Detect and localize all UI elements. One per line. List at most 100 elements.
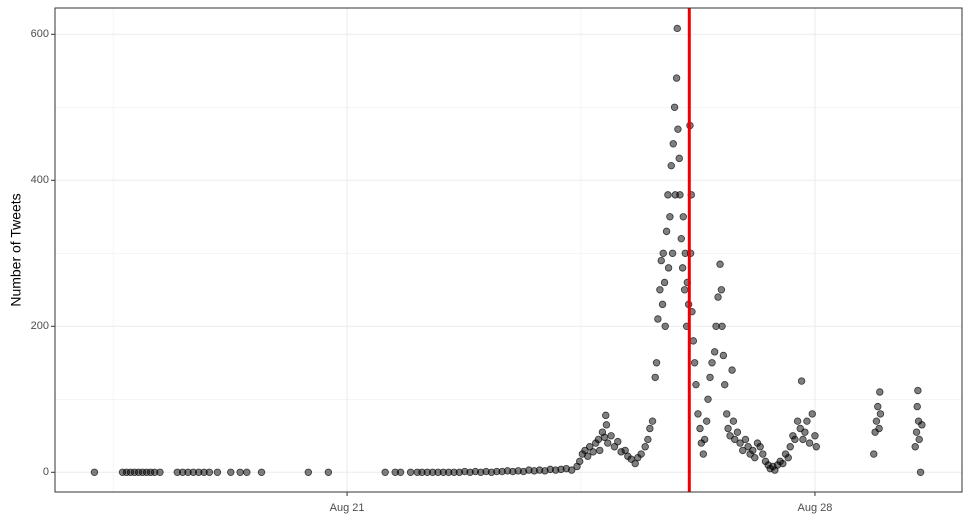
point bbox=[872, 417, 881, 425]
point bbox=[656, 286, 664, 294]
point bbox=[812, 443, 820, 451]
point bbox=[673, 24, 681, 33]
point bbox=[396, 468, 405, 476]
point bbox=[680, 286, 689, 294]
point bbox=[596, 446, 604, 455]
point bbox=[678, 264, 687, 272]
point bbox=[714, 293, 722, 301]
point bbox=[749, 446, 757, 455]
point bbox=[666, 213, 674, 221]
point bbox=[721, 380, 729, 389]
point bbox=[669, 140, 677, 148]
point bbox=[797, 377, 806, 385]
point bbox=[741, 435, 750, 444]
point bbox=[793, 417, 802, 425]
point bbox=[779, 459, 787, 468]
point bbox=[676, 191, 684, 199]
point bbox=[205, 468, 214, 476]
point bbox=[699, 450, 708, 458]
point bbox=[602, 411, 610, 420]
point bbox=[728, 366, 736, 374]
point bbox=[719, 351, 728, 360]
point bbox=[811, 432, 819, 440]
point bbox=[876, 410, 885, 418]
point bbox=[912, 428, 921, 436]
point bbox=[304, 468, 313, 476]
point bbox=[801, 428, 809, 436]
point bbox=[90, 468, 99, 476]
point bbox=[227, 468, 235, 476]
y-tick-label: 600 bbox=[31, 28, 49, 40]
point bbox=[731, 435, 739, 444]
point bbox=[243, 468, 251, 476]
point bbox=[658, 300, 667, 309]
point bbox=[875, 424, 883, 433]
point bbox=[607, 432, 615, 440]
point bbox=[641, 443, 649, 451]
point bbox=[236, 468, 244, 476]
point bbox=[584, 452, 592, 460]
point bbox=[791, 435, 799, 444]
point bbox=[614, 437, 622, 446]
point bbox=[406, 468, 415, 476]
point bbox=[805, 439, 814, 447]
point bbox=[664, 264, 673, 272]
point bbox=[651, 373, 659, 382]
point bbox=[751, 453, 759, 462]
x-tick-label: Aug 21 bbox=[330, 502, 365, 514]
point bbox=[156, 468, 164, 476]
point bbox=[717, 286, 726, 294]
x-tick-label: Aug 28 bbox=[798, 502, 833, 514]
point bbox=[610, 443, 619, 451]
point bbox=[870, 450, 878, 458]
point bbox=[648, 417, 657, 425]
point bbox=[736, 439, 744, 447]
point bbox=[670, 103, 679, 111]
point bbox=[710, 348, 719, 356]
point bbox=[672, 74, 681, 82]
point bbox=[567, 466, 576, 474]
point bbox=[664, 191, 672, 199]
point bbox=[575, 457, 584, 466]
point bbox=[918, 421, 926, 429]
point bbox=[690, 359, 699, 367]
point bbox=[667, 161, 675, 170]
point bbox=[696, 424, 704, 433]
point bbox=[874, 402, 882, 411]
point bbox=[808, 410, 816, 418]
point bbox=[739, 446, 747, 455]
point bbox=[756, 443, 764, 451]
point bbox=[692, 380, 700, 389]
point bbox=[668, 249, 677, 257]
point bbox=[659, 249, 667, 257]
point bbox=[803, 417, 811, 425]
point bbox=[381, 468, 389, 476]
point bbox=[324, 468, 333, 476]
point bbox=[702, 417, 711, 425]
point bbox=[706, 373, 714, 382]
point bbox=[694, 410, 702, 418]
point bbox=[799, 435, 807, 444]
point bbox=[646, 424, 654, 433]
y-tick-label: 400 bbox=[31, 174, 49, 186]
point bbox=[677, 234, 685, 243]
point bbox=[662, 227, 671, 236]
point bbox=[729, 417, 738, 425]
point bbox=[604, 439, 612, 447]
point bbox=[644, 435, 652, 444]
point bbox=[660, 278, 669, 287]
point bbox=[784, 453, 792, 462]
point bbox=[759, 450, 767, 458]
point bbox=[654, 315, 662, 323]
point bbox=[637, 450, 645, 458]
point bbox=[723, 410, 731, 418]
point bbox=[716, 260, 724, 268]
point bbox=[679, 213, 687, 221]
point bbox=[602, 421, 611, 429]
point bbox=[915, 435, 923, 444]
point bbox=[786, 443, 794, 451]
point bbox=[914, 386, 922, 395]
point bbox=[661, 322, 669, 330]
point bbox=[213, 468, 222, 476]
